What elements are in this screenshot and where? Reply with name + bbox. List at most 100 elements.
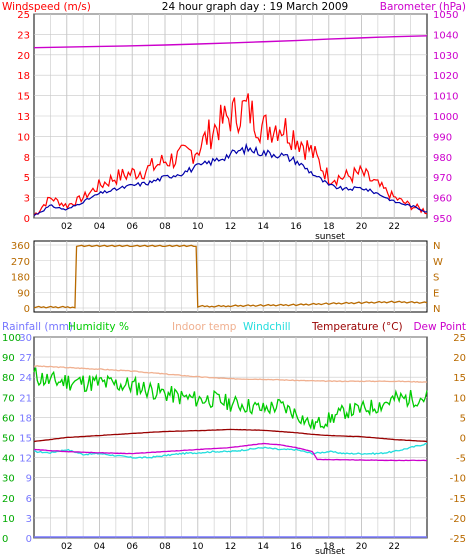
temperature-tick-label: 20 — [453, 353, 466, 364]
left-tick-label: 180 — [11, 273, 30, 284]
temperature-tick-label: 10 — [453, 393, 466, 404]
x-tick-label: 02 — [61, 542, 72, 552]
x-tick-label: 12 — [225, 542, 236, 552]
panel3-gridlines — [34, 336, 427, 539]
humidity-label: Humidity % — [68, 321, 129, 333]
rainfall-tick-label: 3 — [26, 514, 32, 525]
temperature-tick-label: 0 — [460, 434, 466, 445]
humidity-tick-label: 20 — [2, 494, 15, 505]
humidity-tick-label: 70 — [2, 393, 15, 404]
temperature-line — [33, 428, 428, 443]
x-tick-label: 16 — [290, 222, 302, 232]
x-tick-label: 10 — [192, 222, 204, 232]
graph-title: 24 hour graph day : 19 March 2009 — [162, 1, 348, 13]
rainfall-tick-label: 0 — [26, 534, 32, 545]
left-tick-label: 90 — [17, 288, 30, 299]
indoor-temp-line — [33, 365, 428, 383]
rainfall-tick-label: 6 — [26, 494, 32, 505]
x-tick-label: 04 — [94, 542, 106, 552]
temperature-tick-label: -20 — [450, 514, 466, 525]
right-tick-label: 1050 — [433, 10, 458, 21]
panel-wind-barometer: 0 3 5 8 10 13 15 18 20 23 25 950 960 970 980 990 1000 10… — [17, 10, 458, 242]
left-tick-label: 23 — [17, 30, 30, 41]
left-tick-label: 0 — [24, 214, 30, 225]
rainfall-tick-label: 30 — [19, 333, 32, 344]
temperature-tick-label: -25 — [450, 534, 466, 545]
humidity-tick-label: 60 — [2, 413, 15, 424]
left-tick-label: 0 — [24, 304, 30, 315]
x-tick-label: 18 — [323, 542, 335, 552]
rainfall-tick-label: 15 — [19, 434, 32, 445]
panel2-gridlines — [34, 241, 427, 312]
windchill-line — [33, 442, 428, 459]
temperature-tick-label: 5 — [460, 413, 466, 424]
left-tick-label: 20 — [17, 51, 30, 62]
right-tick-label: W — [433, 257, 443, 268]
panel1-sunset-label: sunset — [315, 232, 345, 242]
right-tick-label: N — [433, 241, 440, 252]
temperature-label: Temperature (°C) — [311, 321, 403, 333]
right-tick-label: 990 — [433, 132, 452, 143]
humidity-tick-label: 30 — [2, 474, 15, 485]
dewpoint-label: Dew Point — [413, 321, 466, 333]
wind-direction-line — [33, 244, 428, 309]
x-tick-label: 08 — [159, 222, 171, 232]
left-tick-label: 18 — [17, 71, 30, 82]
panel1-right-axis: 950 960 970 980 990 1000 1010 1020 1030 1040 1050 — [433, 10, 458, 225]
x-tick-label: 18 — [323, 222, 335, 232]
panel1-gridlines — [34, 13, 427, 219]
left-tick-label: 15 — [17, 92, 30, 103]
right-tick-label: S — [433, 273, 439, 284]
panel3-right-axis: -25 -20 -15 -10 -5 0 5 10 15 20 25 — [450, 333, 466, 545]
humidity-tick-label: 40 — [2, 454, 15, 465]
left-tick-label: 10 — [17, 132, 30, 143]
windspeed-line — [33, 93, 428, 216]
panel1-left-axis: 0 3 5 8 10 13 15 18 20 23 25 — [17, 10, 30, 225]
temperature-tick-label: -5 — [456, 454, 466, 465]
right-tick-label: 970 — [433, 173, 452, 184]
panel3-x-axis: 02 04 06 08 10 12 14 16 18 20 22 — [61, 542, 400, 552]
temperature-tick-label: 15 — [453, 373, 466, 384]
humidity-tick-label: 90 — [2, 353, 15, 364]
panel3-series — [33, 365, 428, 538]
x-tick-label: 08 — [159, 542, 171, 552]
left-tick-label: 270 — [11, 257, 30, 268]
rainfall-tick-label: 12 — [19, 454, 32, 465]
humidity-tick-label: 100 — [2, 333, 21, 344]
left-tick-label: 5 — [24, 173, 30, 184]
right-tick-label: N — [433, 304, 440, 315]
x-tick-label: 06 — [127, 222, 139, 232]
left-tick-label: 25 — [17, 10, 30, 21]
x-tick-label: 02 — [61, 222, 72, 232]
x-tick-label: 20 — [356, 542, 368, 552]
right-tick-label: 1030 — [433, 51, 458, 62]
temperature-tick-label: -10 — [450, 474, 466, 485]
left-tick-label: 8 — [24, 153, 30, 164]
panel1-left-label: Windspeed (m/s) — [2, 1, 91, 13]
x-tick-label: 16 — [290, 542, 302, 552]
panel2-series — [33, 244, 428, 309]
right-tick-label: 1000 — [433, 112, 458, 123]
rainfall-tick-label: 18 — [19, 413, 32, 424]
x-tick-label: 22 — [389, 222, 400, 232]
left-tick-label: 360 — [11, 241, 30, 252]
left-tick-label: 13 — [17, 112, 30, 123]
rainfall-tick-label: 24 — [19, 373, 32, 384]
panel2-left-axis: 0 90 180 270 360 — [11, 241, 30, 315]
humidity-tick-label: 80 — [2, 373, 15, 384]
panel3-sunset-label: sunset — [315, 547, 345, 557]
rainfall-tick-label: 27 — [19, 353, 32, 364]
humidity-line — [33, 367, 428, 430]
right-tick-label: 950 — [433, 214, 452, 225]
windspeed-average-line — [33, 142, 428, 217]
x-tick-label: 20 — [356, 222, 368, 232]
humidity-tick-label: 10 — [2, 514, 15, 525]
rainfall-label: Rainfall (mm) — [2, 321, 73, 333]
x-tick-label: 14 — [258, 542, 270, 552]
rainfall-tick-label: 21 — [19, 393, 32, 404]
panel1-x-axis: 02 04 06 08 10 12 14 16 18 20 22 — [61, 222, 400, 232]
right-tick-label: E — [433, 288, 439, 299]
